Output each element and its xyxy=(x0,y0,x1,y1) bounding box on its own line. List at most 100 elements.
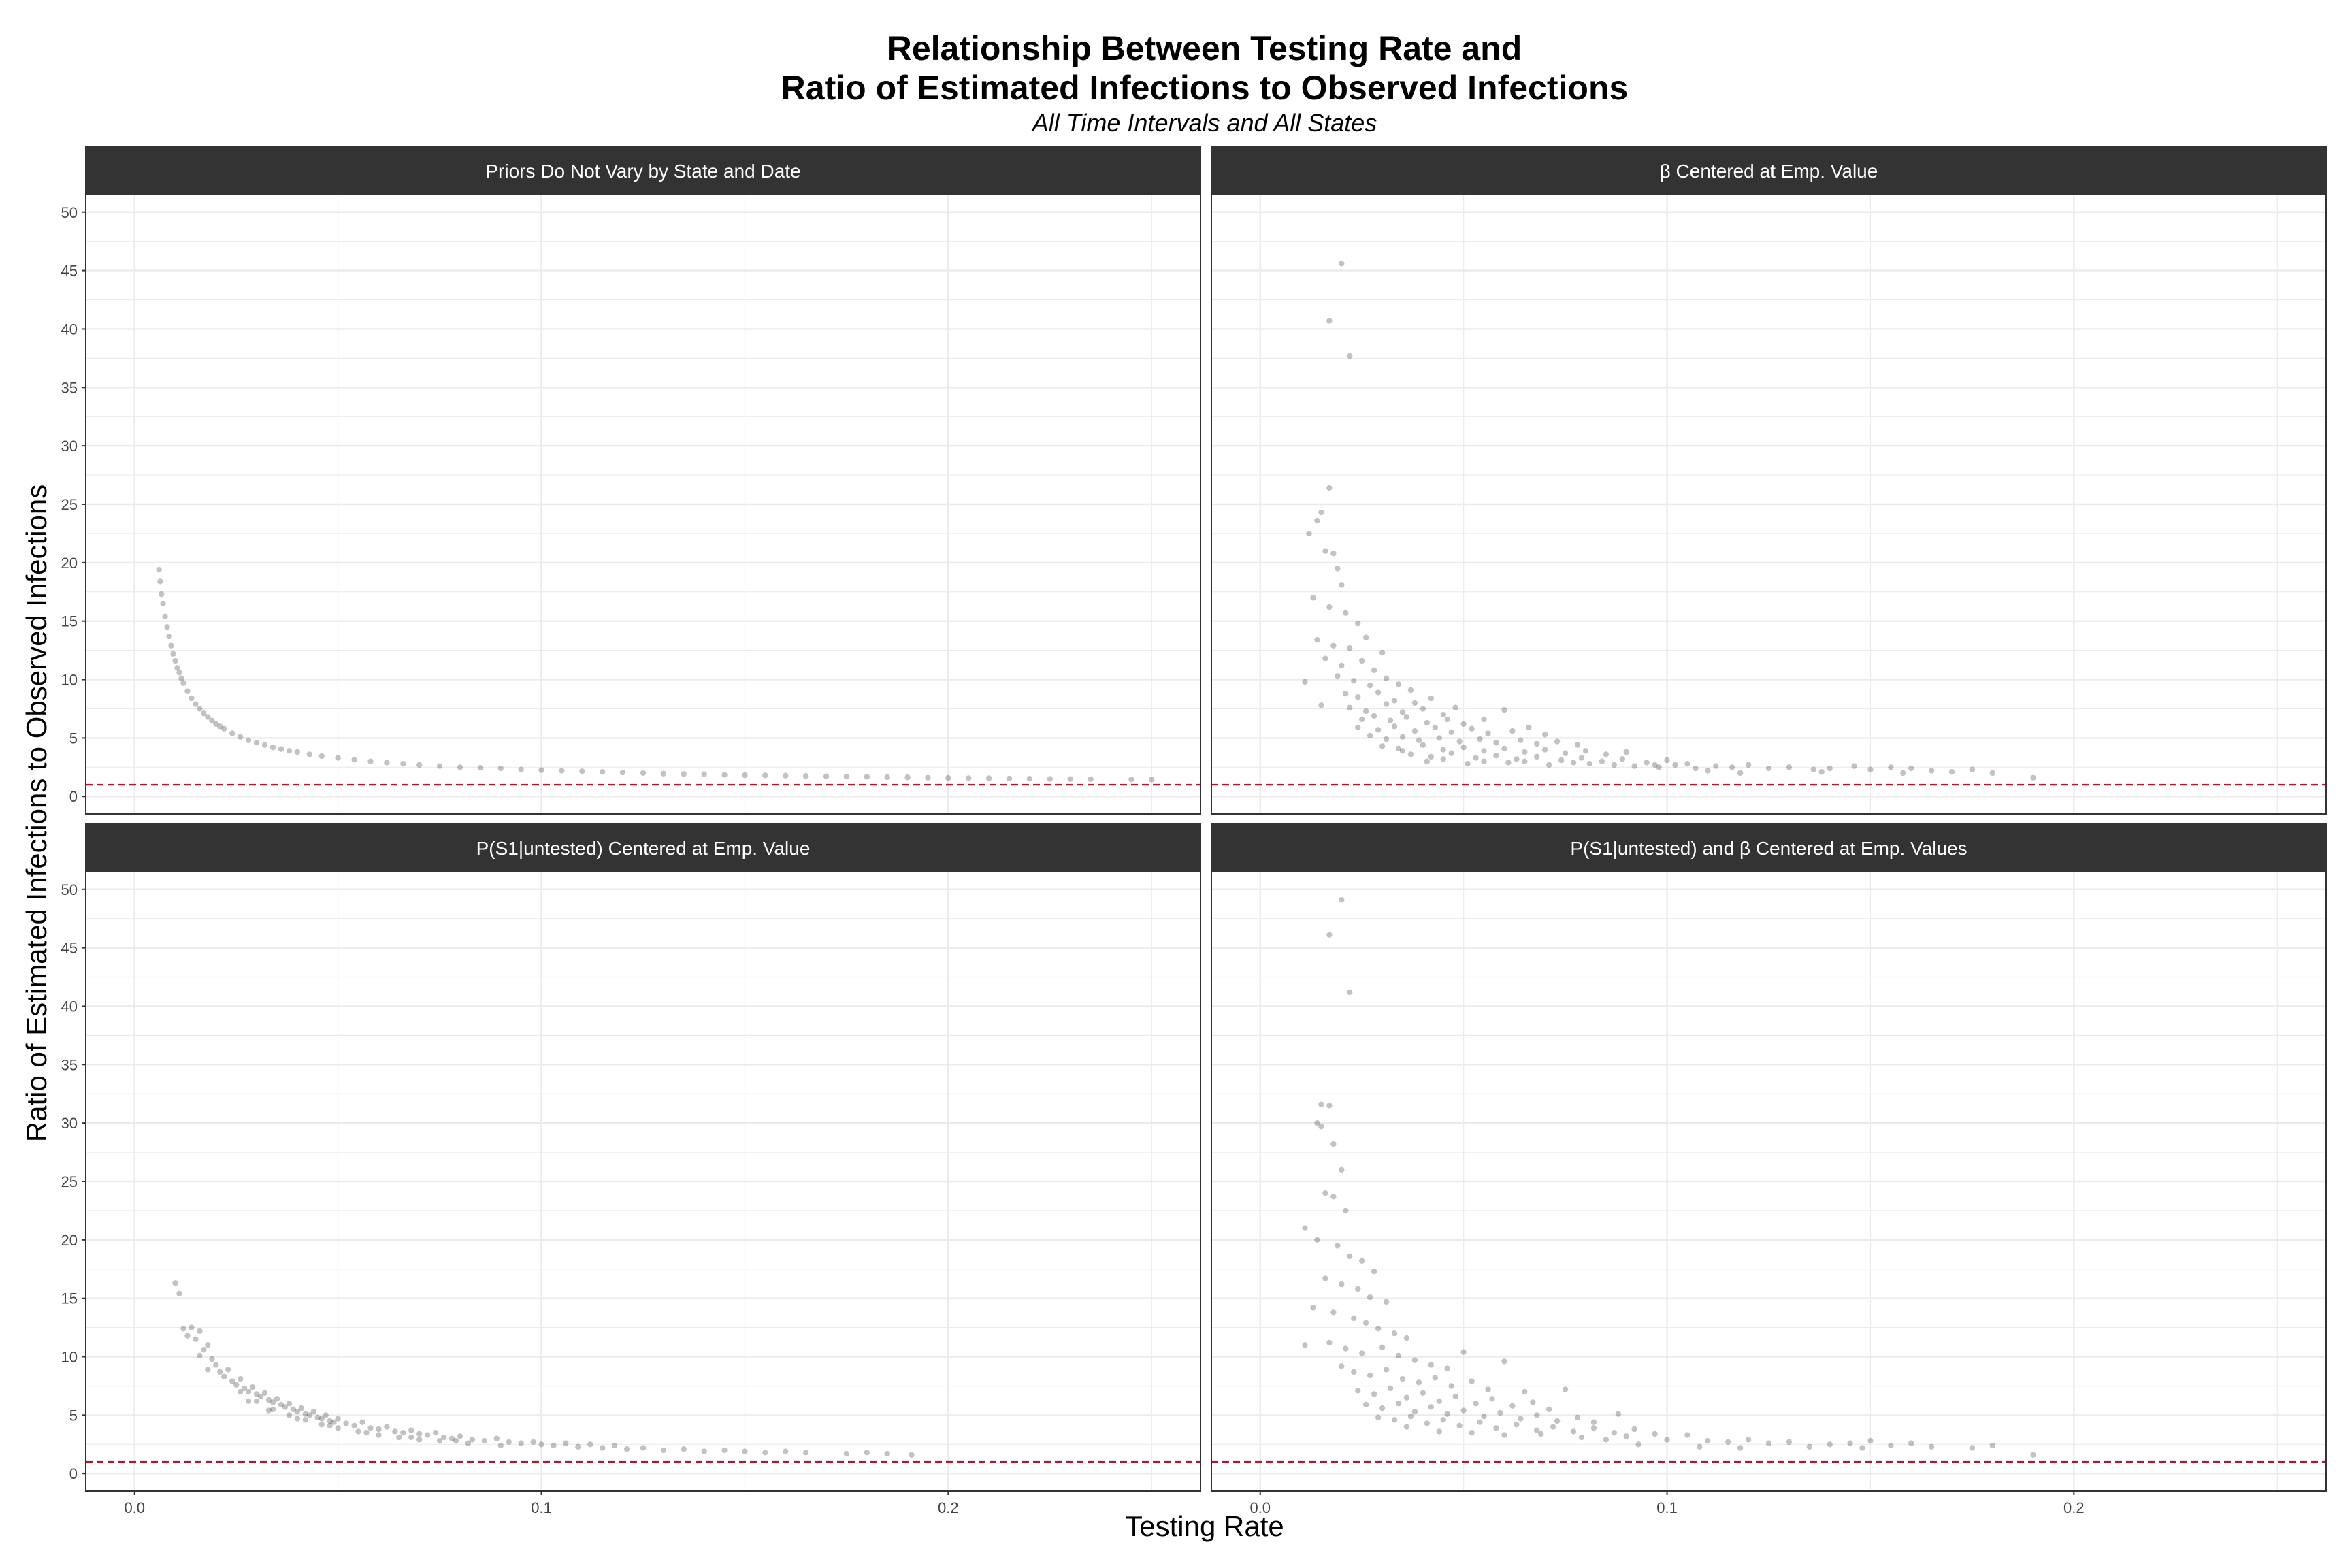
data-point xyxy=(1318,1124,1324,1130)
data-point xyxy=(465,1440,472,1446)
y-axis-title: Ratio of Estimated Infections to Observe… xyxy=(20,485,52,1143)
data-point xyxy=(1411,1409,1418,1415)
data-point xyxy=(1806,1443,1812,1450)
data-point xyxy=(368,758,374,764)
data-point xyxy=(436,1437,443,1444)
data-point xyxy=(966,775,972,781)
data-point xyxy=(286,748,293,754)
data-point xyxy=(681,1446,687,1452)
data-point xyxy=(160,600,166,607)
data-point xyxy=(1420,706,1426,712)
data-point xyxy=(1578,1434,1585,1441)
data-point xyxy=(294,1409,301,1415)
data-point xyxy=(1310,595,1316,601)
data-point xyxy=(323,1412,329,1418)
data-point xyxy=(1534,753,1540,760)
data-point xyxy=(1969,1445,1976,1451)
data-point xyxy=(416,1431,423,1437)
data-point xyxy=(1318,1101,1324,1107)
data-point xyxy=(241,1385,248,1392)
data-point xyxy=(783,1448,789,1454)
data-point xyxy=(257,1393,264,1400)
data-point xyxy=(1375,1414,1382,1421)
data-point xyxy=(1314,1120,1320,1126)
data-point xyxy=(1355,694,1361,700)
data-point xyxy=(376,1426,382,1433)
data-point xyxy=(306,1412,312,1418)
data-point xyxy=(1440,1417,1446,1423)
facet-panel-4: P(S1|untested) and β Centered at Emp. Va… xyxy=(1211,823,2327,1516)
data-point xyxy=(1509,1403,1516,1409)
data-point xyxy=(538,767,544,773)
data-point xyxy=(180,680,186,686)
data-point xyxy=(1306,530,1312,537)
data-point xyxy=(261,742,268,748)
data-point xyxy=(302,1411,309,1417)
data-point xyxy=(1343,610,1349,616)
data-point xyxy=(1322,548,1328,554)
data-point xyxy=(1546,1406,1552,1413)
data-point xyxy=(174,665,180,671)
facet-panel-3: P(S1|untested) Centered at Emp. Value 0 5 1… xyxy=(61,823,1201,1516)
data-point xyxy=(1367,732,1373,739)
facet-panel-2: β Centered at Emp. Value xyxy=(1211,146,2327,815)
data-point xyxy=(1335,566,1341,572)
data-point xyxy=(1562,750,1569,756)
data-point xyxy=(209,1356,215,1362)
data-point xyxy=(1428,1362,1435,1368)
y-tick-label: 15 xyxy=(61,613,78,630)
data-point xyxy=(1465,760,1471,767)
data-point xyxy=(253,740,260,746)
data-point xyxy=(1330,1194,1337,1200)
data-point xyxy=(1047,776,1054,782)
chart-title-line-1: Relationship Between Testing Rate and xyxy=(887,29,1522,67)
data-point xyxy=(1335,1243,1341,1249)
data-point xyxy=(1631,763,1637,769)
data-point xyxy=(294,1416,301,1422)
data-point xyxy=(310,1409,316,1415)
data-point xyxy=(1302,1342,1308,1348)
data-point xyxy=(448,1435,455,1441)
data-point xyxy=(1554,1418,1561,1424)
data-point xyxy=(162,613,168,620)
data-point xyxy=(184,1333,191,1339)
facet-panel-1: Priors Do Not Vary by State and Date 0 5 10… xyxy=(61,146,1201,815)
data-point xyxy=(286,1401,293,1407)
data-point xyxy=(1362,1401,1369,1408)
data-point xyxy=(225,1367,231,1373)
data-point xyxy=(1355,724,1361,731)
data-point xyxy=(1395,681,1402,687)
data-point xyxy=(1456,1422,1463,1429)
data-point xyxy=(1424,719,1431,726)
data-point xyxy=(1391,1330,1398,1337)
data-point xyxy=(1615,1411,1622,1417)
data-point xyxy=(1473,1401,1479,1407)
data-point xyxy=(1339,897,1345,903)
data-point xyxy=(1067,776,1073,782)
data-point xyxy=(197,1352,203,1359)
data-point xyxy=(1339,261,1345,267)
data-point xyxy=(1006,775,1013,782)
data-point xyxy=(1509,728,1516,734)
data-point xyxy=(335,1416,341,1422)
data-point xyxy=(1477,736,1483,742)
data-point xyxy=(1497,1409,1503,1416)
data-point xyxy=(1351,1369,1357,1375)
data-point xyxy=(270,1406,276,1413)
data-point xyxy=(1371,667,1377,674)
data-point xyxy=(440,1434,447,1441)
data-point xyxy=(2030,1452,2036,1458)
data-point xyxy=(1444,716,1450,723)
y-tick-label: 45 xyxy=(61,263,78,280)
data-point xyxy=(1355,1286,1361,1292)
data-point xyxy=(1485,1386,1491,1392)
data-point xyxy=(1347,353,1353,359)
data-point xyxy=(1383,1367,1390,1373)
facet-strip xyxy=(1211,146,2327,195)
data-point xyxy=(1399,734,1406,740)
y-tick-label: 50 xyxy=(61,881,78,898)
data-point xyxy=(318,1416,325,1422)
data-point xyxy=(1493,752,1499,759)
data-point xyxy=(1428,1404,1435,1410)
